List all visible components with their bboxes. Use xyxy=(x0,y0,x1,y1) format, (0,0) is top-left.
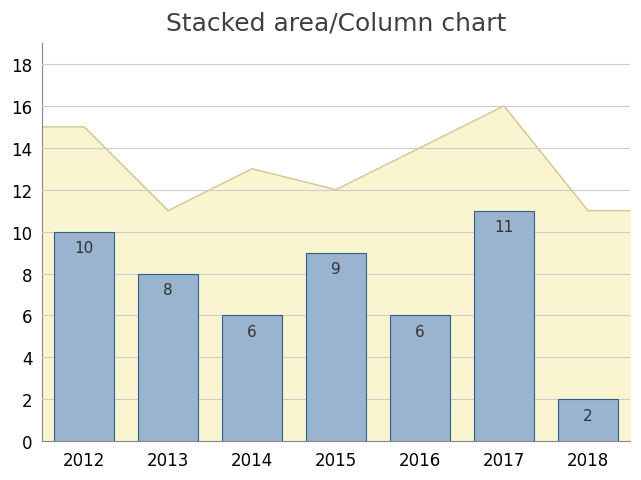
Text: 6: 6 xyxy=(247,324,257,339)
Bar xyxy=(474,211,534,441)
Text: 11: 11 xyxy=(494,219,513,235)
Text: 8: 8 xyxy=(163,282,173,297)
Text: 10: 10 xyxy=(74,240,94,255)
Text: 2: 2 xyxy=(583,408,593,423)
Bar xyxy=(390,316,450,441)
Bar xyxy=(138,274,198,441)
Text: 6: 6 xyxy=(415,324,425,339)
Bar xyxy=(306,253,366,441)
Bar xyxy=(558,399,618,441)
Bar xyxy=(222,316,282,441)
Text: 9: 9 xyxy=(331,262,341,276)
Bar xyxy=(54,232,114,441)
Title: Stacked area/Column chart: Stacked area/Column chart xyxy=(166,11,506,35)
